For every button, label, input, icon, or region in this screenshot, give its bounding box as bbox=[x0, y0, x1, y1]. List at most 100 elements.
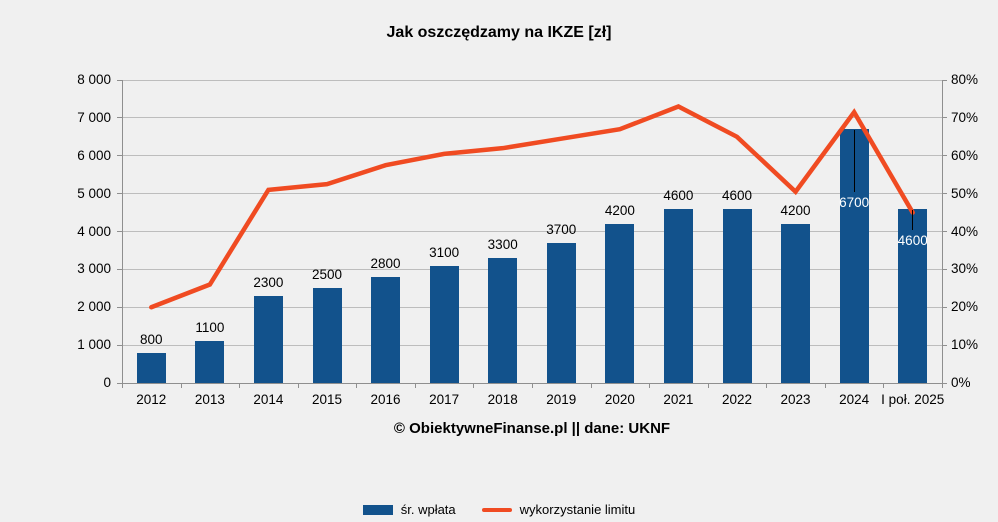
bar-value-label: 3100 bbox=[429, 244, 460, 260]
bar-2013 bbox=[195, 341, 225, 383]
x-category-label: 2017 bbox=[429, 392, 460, 407]
x-category-label: 2012 bbox=[136, 392, 167, 407]
x-axis-tick bbox=[414, 383, 416, 388]
left-axis-tick bbox=[117, 79, 122, 81]
bar-2015 bbox=[312, 288, 342, 383]
legend: śr. wpłata wykorzystanie limitu bbox=[0, 502, 998, 517]
x-axis-tick bbox=[766, 383, 768, 388]
right-axis-tick bbox=[942, 193, 947, 195]
gridline bbox=[122, 344, 942, 346]
y-axis-label: 2 000 bbox=[77, 299, 111, 315]
y-axis-label: 0 bbox=[103, 375, 111, 390]
bar-value-label: 2500 bbox=[311, 267, 343, 283]
bar-value-label: 6700 bbox=[839, 195, 870, 211]
bar-value-label: 3700 bbox=[546, 221, 577, 237]
y-axis-label: 7 000 bbox=[77, 109, 111, 125]
x-category-label: 2019 bbox=[546, 392, 577, 407]
legend-line-swatch bbox=[481, 507, 512, 512]
left-axis-tick bbox=[117, 155, 122, 157]
y2-axis-label: 40% bbox=[951, 223, 979, 239]
left-axis-tick bbox=[117, 344, 122, 346]
y-axis-label: 1 000 bbox=[77, 337, 111, 353]
bar-value-label: 4200 bbox=[604, 202, 635, 218]
left-axis-tick bbox=[117, 268, 122, 270]
right-axis-tick bbox=[942, 268, 947, 270]
left-axis-tick bbox=[117, 231, 122, 232]
bar-value-label: 4600 bbox=[721, 187, 753, 203]
bar-label-leader bbox=[853, 130, 855, 193]
x-category-label: 2020 bbox=[604, 392, 635, 407]
y2-axis-label: 0% bbox=[951, 375, 971, 390]
x-axis-tick bbox=[707, 383, 709, 388]
x-axis-tick bbox=[824, 383, 826, 388]
x-axis-tick bbox=[590, 383, 592, 388]
x-axis-tick bbox=[649, 383, 651, 388]
y2-axis-label: 20% bbox=[951, 299, 979, 315]
bar-2019 bbox=[546, 242, 576, 383]
right-axis-tick bbox=[942, 117, 947, 119]
left-axis-line bbox=[122, 80, 123, 383]
x-category-label: 2024 bbox=[839, 392, 870, 407]
bar-value-label: 4600 bbox=[663, 187, 694, 203]
x-category-label: 2015 bbox=[311, 392, 342, 407]
x-axis-tick bbox=[180, 383, 182, 388]
bar-2021 bbox=[663, 208, 693, 383]
bar-value-label: 2800 bbox=[370, 255, 401, 271]
y2-axis-label: 30% bbox=[951, 261, 979, 277]
x-axis-tick bbox=[883, 383, 885, 388]
y-axis-label: 4 000 bbox=[77, 223, 111, 239]
bar-2017 bbox=[429, 265, 459, 383]
bar-2023 bbox=[781, 223, 811, 383]
left-axis-tick bbox=[117, 306, 122, 308]
bar-value-label: 3300 bbox=[487, 237, 518, 252]
y-axis-label: 6 000 bbox=[77, 147, 111, 163]
x-category-label: I poł. 2025 bbox=[881, 392, 945, 407]
bar-value-label: 1100 bbox=[195, 320, 225, 336]
y2-axis-label: 70% bbox=[951, 109, 979, 125]
right-axis-line bbox=[942, 80, 943, 383]
x-axis-tick bbox=[942, 383, 943, 388]
bar-I poł. 2025 bbox=[898, 208, 928, 383]
bar-value-label: 800 bbox=[140, 331, 163, 347]
y-axis-label: 8 000 bbox=[77, 72, 111, 87]
y-axis-label: 3 000 bbox=[77, 261, 111, 277]
x-category-label: 2014 bbox=[253, 392, 284, 407]
left-axis-tick bbox=[117, 117, 122, 119]
left-axis-tick bbox=[117, 382, 122, 384]
bar-value-label: 4600 bbox=[897, 232, 928, 248]
right-axis-tick bbox=[942, 306, 947, 308]
y2-axis-label: 60% bbox=[951, 147, 979, 163]
legend-bar-label: śr. wpłata bbox=[400, 502, 456, 517]
legend-bar-swatch bbox=[362, 504, 393, 515]
legend-line-label: wykorzystanie limitu bbox=[519, 502, 636, 517]
x-category-label: 2023 bbox=[780, 392, 811, 407]
source-caption: © ObiektywneFinanse.pl || dane: UKNF bbox=[393, 420, 671, 437]
bar-2018 bbox=[488, 258, 518, 383]
gridline bbox=[122, 117, 942, 119]
y2-axis-label: 10% bbox=[951, 337, 979, 353]
left-axis-tick bbox=[117, 193, 122, 195]
bar-2020 bbox=[605, 223, 635, 383]
bar-value-label: 4200 bbox=[780, 202, 811, 218]
x-category-label: 2016 bbox=[370, 392, 401, 407]
x-category-label: 2013 bbox=[194, 392, 225, 407]
x-axis-tick bbox=[356, 383, 358, 388]
gridline bbox=[122, 231, 942, 232]
gridline bbox=[122, 193, 942, 195]
gridline bbox=[122, 268, 942, 270]
bar-2016 bbox=[371, 276, 401, 383]
gridline bbox=[122, 155, 942, 157]
right-axis-tick bbox=[942, 382, 947, 384]
chart-title: Jak oszczędzamy na IKZE [zł] bbox=[386, 24, 612, 41]
bar-2014 bbox=[253, 295, 283, 383]
y-axis-label: 5 000 bbox=[77, 185, 111, 201]
right-axis-tick bbox=[942, 344, 947, 346]
right-axis-tick bbox=[942, 79, 947, 81]
right-axis-tick bbox=[942, 155, 947, 157]
x-axis-tick bbox=[122, 383, 123, 388]
bar-label-leader bbox=[912, 209, 914, 230]
x-category-label: 2022 bbox=[721, 392, 752, 407]
x-axis-tick bbox=[473, 383, 475, 388]
